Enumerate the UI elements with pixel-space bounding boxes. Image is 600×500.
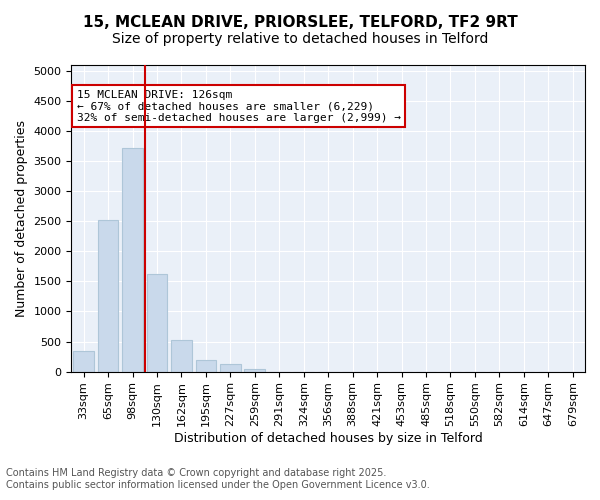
Bar bbox=[196, 360, 217, 372]
Bar bbox=[73, 350, 94, 372]
Text: 15, MCLEAN DRIVE, PRIORSLEE, TELFORD, TF2 9RT: 15, MCLEAN DRIVE, PRIORSLEE, TELFORD, TF… bbox=[83, 15, 517, 30]
Text: Size of property relative to detached houses in Telford: Size of property relative to detached ho… bbox=[112, 32, 488, 46]
Text: 15 MCLEAN DRIVE: 126sqm
← 67% of detached houses are smaller (6,229)
32% of semi: 15 MCLEAN DRIVE: 126sqm ← 67% of detache… bbox=[77, 90, 401, 122]
Bar bbox=[244, 368, 265, 372]
Bar bbox=[122, 148, 143, 372]
Bar bbox=[220, 364, 241, 372]
Bar bbox=[98, 220, 118, 372]
Y-axis label: Number of detached properties: Number of detached properties bbox=[15, 120, 28, 317]
Bar bbox=[146, 274, 167, 372]
Bar bbox=[171, 340, 192, 372]
Text: Contains HM Land Registry data © Crown copyright and database right 2025.
Contai: Contains HM Land Registry data © Crown c… bbox=[6, 468, 430, 490]
X-axis label: Distribution of detached houses by size in Telford: Distribution of detached houses by size … bbox=[174, 432, 482, 445]
